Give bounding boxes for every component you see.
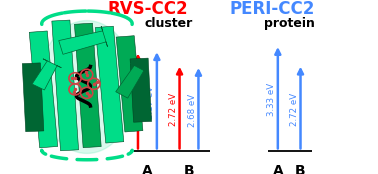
Text: B: B — [295, 164, 306, 174]
Polygon shape — [116, 36, 143, 132]
Polygon shape — [29, 31, 58, 148]
Polygon shape — [52, 20, 79, 151]
Text: protein: protein — [264, 17, 314, 30]
Polygon shape — [38, 21, 136, 153]
Text: RVS-CC2: RVS-CC2 — [107, 0, 188, 18]
Text: 3.33 eV: 3.33 eV — [267, 83, 276, 116]
Text: cluster: cluster — [144, 17, 192, 30]
Text: 2.68 eV: 2.68 eV — [188, 93, 197, 126]
Text: 3.17 eV: 3.17 eV — [146, 86, 155, 119]
Text: PERI-CC2: PERI-CC2 — [229, 0, 315, 18]
Polygon shape — [116, 63, 148, 98]
Text: B: B — [184, 164, 194, 174]
Polygon shape — [74, 23, 101, 148]
Polygon shape — [95, 26, 124, 143]
Polygon shape — [32, 59, 61, 90]
Polygon shape — [59, 26, 107, 54]
Text: A: A — [142, 164, 153, 174]
Text: 2.72 eV: 2.72 eV — [290, 93, 299, 126]
Polygon shape — [22, 63, 44, 132]
Polygon shape — [130, 58, 152, 122]
Text: A: A — [273, 164, 283, 174]
Text: 2.72 eV: 2.72 eV — [169, 93, 178, 126]
Text: 3.13 eV: 3.13 eV — [127, 86, 136, 120]
